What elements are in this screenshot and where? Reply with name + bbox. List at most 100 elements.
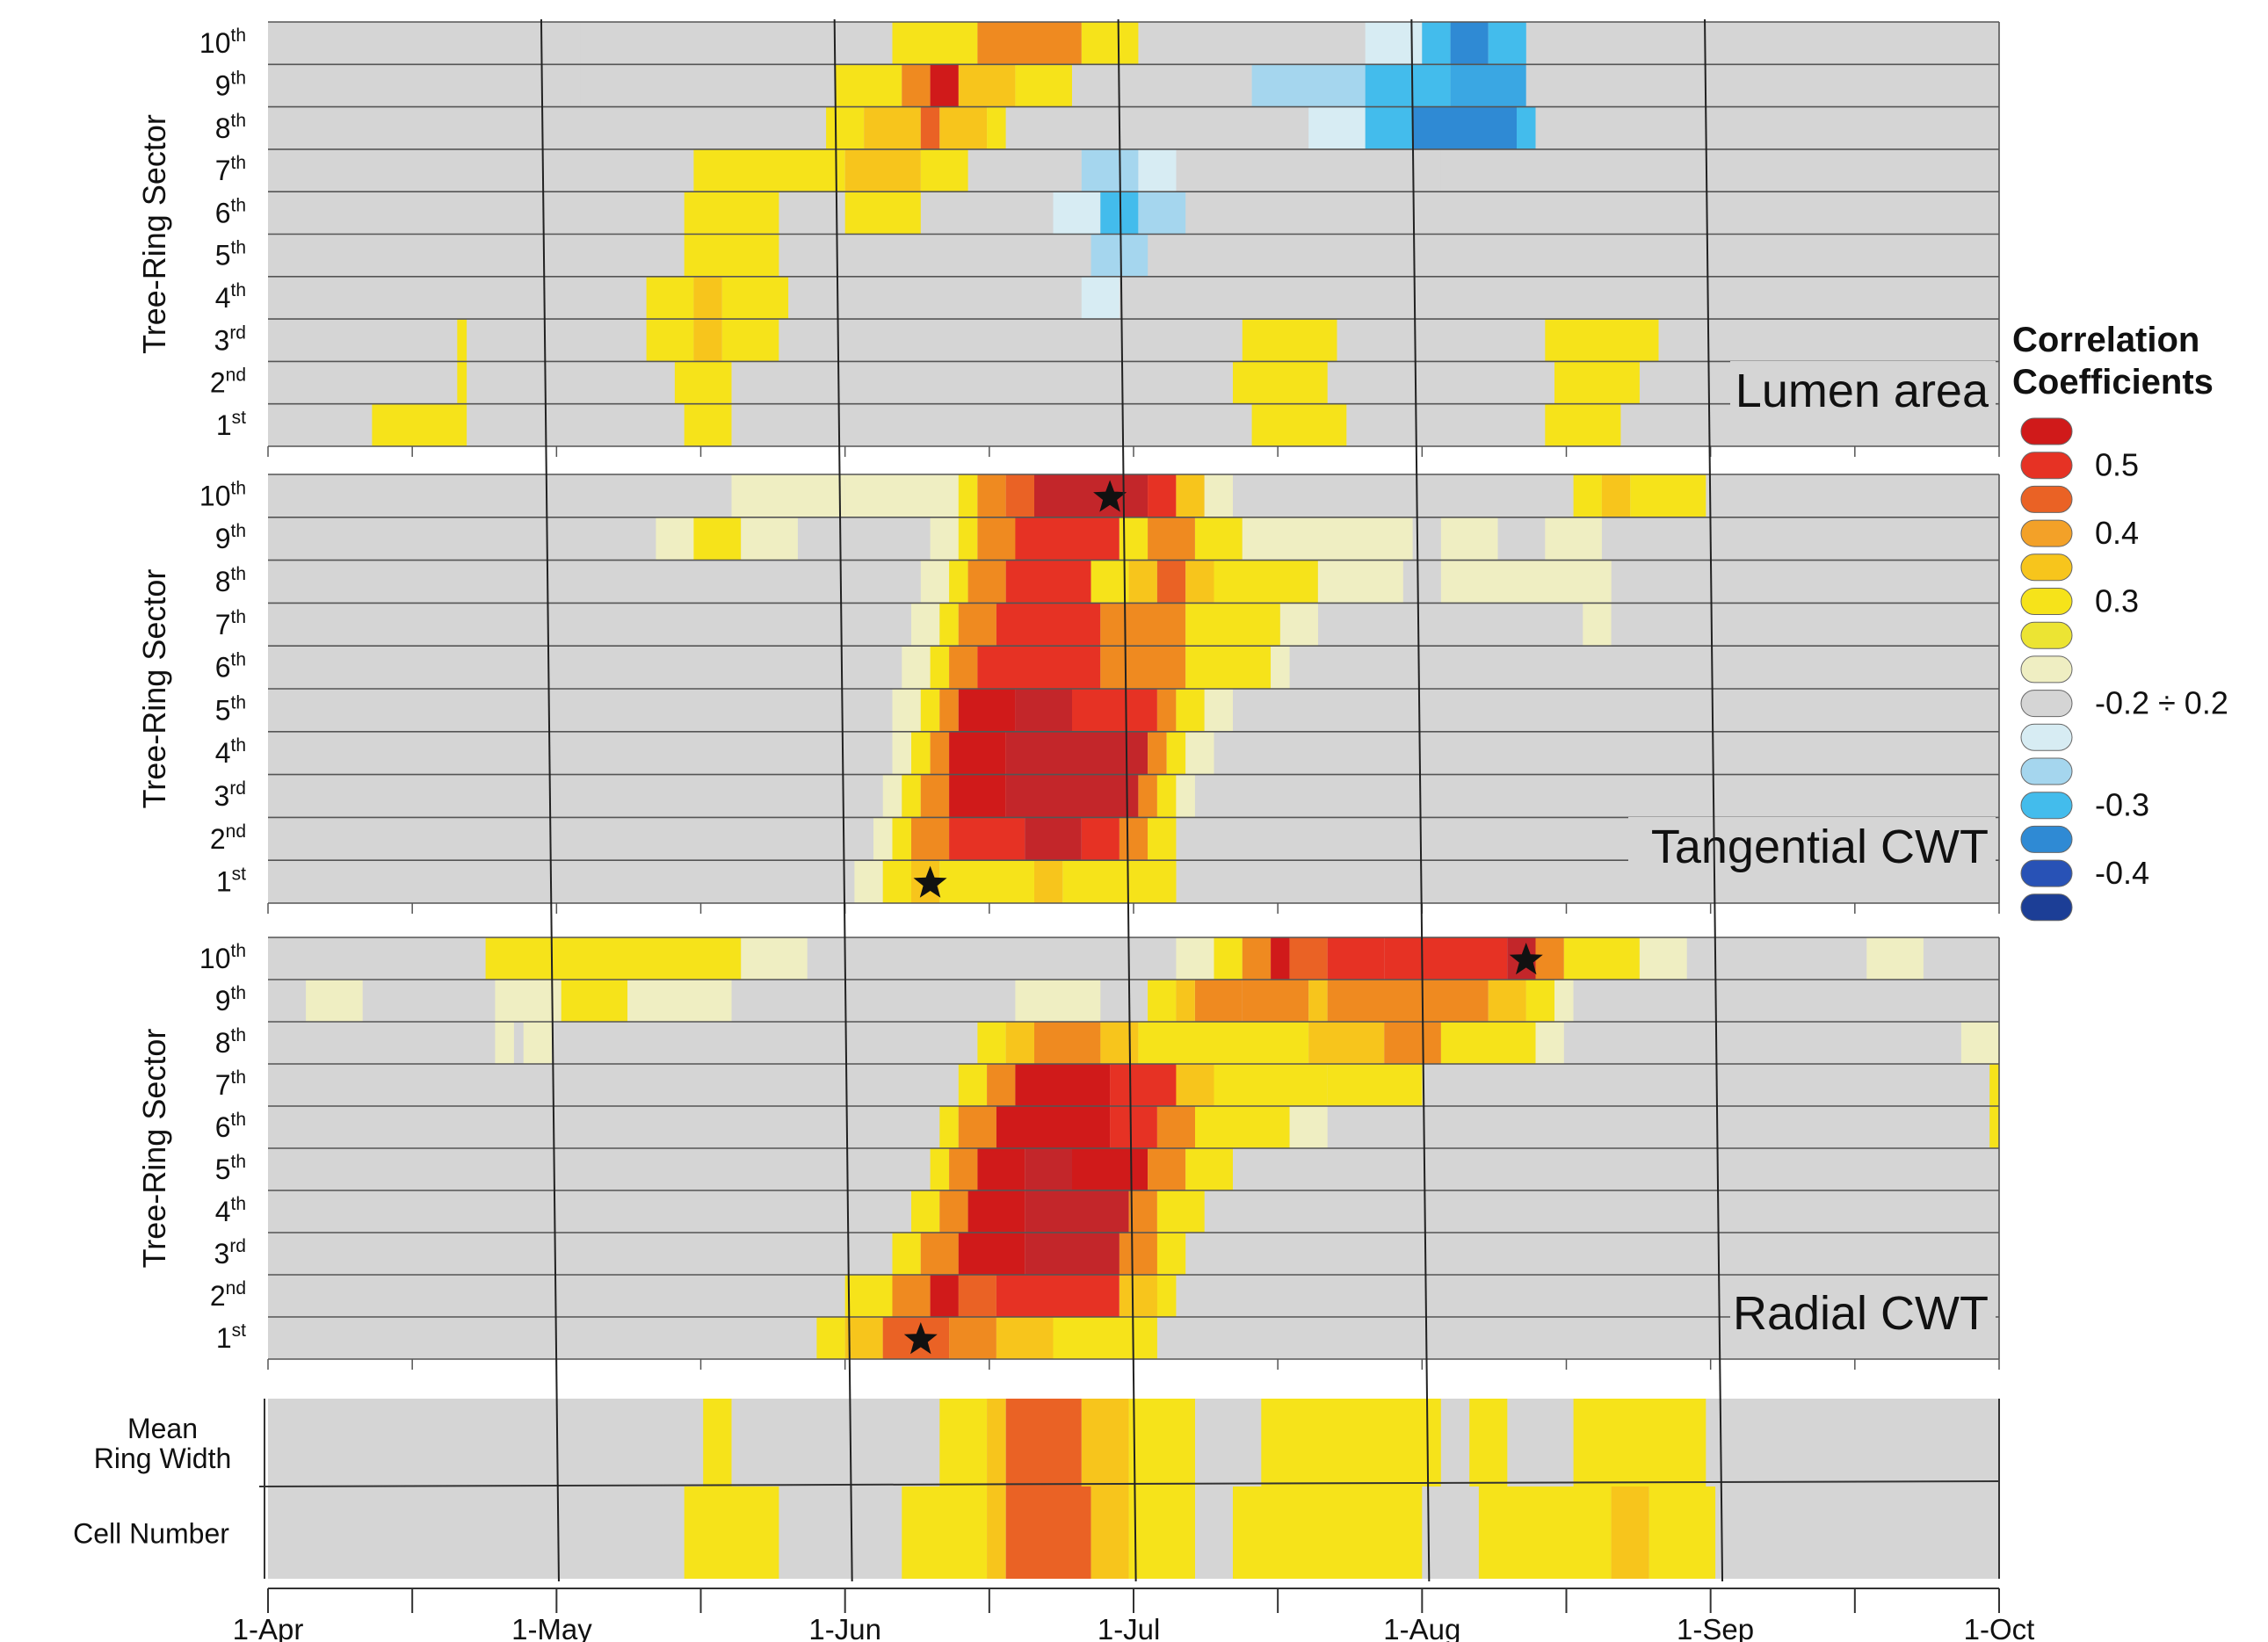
sector-tick-label: 4th: [215, 1194, 246, 1227]
heat-cell: [306, 980, 363, 1022]
heat-cell: [987, 106, 1006, 149]
month-boundary-lines: [540, 18, 1724, 1582]
legend-swatch: [2020, 757, 2073, 785]
heat-cell: [646, 276, 694, 320]
heat-cell: [1176, 1064, 1214, 1106]
heat-cell: [826, 106, 865, 149]
heat-cell: [939, 1106, 959, 1148]
heat-cell: [1327, 1064, 1423, 1106]
heat-cell: [523, 1022, 552, 1064]
sector-tick-label: 3rd: [214, 322, 246, 356]
heat-cell: [1053, 192, 1101, 235]
panel-title-box: [1730, 1284, 1996, 1338]
heat-cell: [1214, 937, 1243, 980]
month-line: [1117, 18, 1137, 1582]
heat-cell: [967, 560, 1006, 604]
significance-star: [903, 1322, 938, 1355]
color-legend: Correlation Coefficients 0.5 0.4 0.3 -0.2 ÷ 0…: [2012, 321, 2228, 922]
heat-cell: [977, 1022, 1006, 1064]
heat-cell: [1242, 937, 1272, 980]
heat-cell: [958, 474, 978, 517]
heat-cell: [939, 860, 1034, 903]
heat-cell: [1583, 603, 1612, 647]
heat-cell: [1545, 517, 1602, 561]
heat-cell: [1450, 22, 1489, 65]
heat-cell: [1034, 474, 1148, 517]
heat-cell: [1365, 106, 1413, 149]
heat-cell: [1866, 106, 1915, 149]
heat-cell: [1317, 560, 1403, 604]
bottom-row-label: Cell Number: [73, 1518, 229, 1550]
sector-tick-label: 10th: [199, 25, 246, 59]
heat-cell: [892, 817, 911, 861]
heat-cell: [1384, 1022, 1441, 1064]
heat-cell: [684, 192, 779, 235]
heat-cell: [930, 646, 950, 689]
heat-cell: [1100, 192, 1139, 235]
legend-title: Correlation: [2012, 321, 2199, 359]
legend-swatch: [2020, 893, 2073, 922]
heat-cell: [741, 517, 798, 561]
x-tick-label: 1-Apr: [233, 1613, 304, 1642]
y-axis-label: Tree-Ring Sector: [136, 114, 172, 354]
heat-cell: [1289, 1106, 1328, 1148]
heat-cell: [693, 148, 845, 192]
heat-cell: [1185, 1148, 1233, 1190]
heat-cell: [1005, 1022, 1034, 1064]
heat-cell: [939, 1399, 988, 1486]
sector-tick-label: 4th: [215, 280, 246, 314]
heat-cell: [1034, 774, 1073, 818]
heat-cell: [1138, 1022, 1309, 1064]
heat-cell: [693, 517, 742, 561]
heat-cell: [1025, 1190, 1054, 1233]
heat-cell: [892, 731, 911, 775]
heat-cell: [1611, 1486, 1649, 1579]
heat-cell: [1119, 817, 1148, 861]
sector-tick-label: 7th: [215, 153, 246, 186]
heat-cell: [920, 148, 968, 192]
heat-cell: [1025, 817, 1082, 861]
sector-tick-label: 1st: [216, 1320, 246, 1354]
heat-cell: [1214, 64, 1252, 107]
sector-tick-label: 9th: [215, 68, 246, 101]
heat-cell: [882, 774, 902, 818]
sector-tick-label: 5th: [215, 692, 246, 726]
heat-cell: [1034, 731, 1073, 775]
heat-cell: [967, 1190, 1025, 1233]
heat-cell: [987, 1064, 1016, 1106]
heat-cell: [1025, 1148, 1072, 1190]
legend-title: Coefficients: [2012, 363, 2214, 401]
heat-cell: [844, 148, 921, 192]
heat-cell: [1866, 937, 1924, 980]
heat-cell: [920, 106, 940, 149]
heat-cell: [457, 319, 467, 362]
heat-cell: [1091, 1486, 1129, 1579]
heat-cell: [1960, 1022, 1999, 1064]
heat-cell: [1488, 980, 1526, 1022]
heat-cell: [693, 276, 722, 320]
heat-cell: [646, 319, 694, 362]
heat-cell: [977, 474, 1006, 517]
legend-swatch: [2020, 485, 2073, 513]
heat-cell: [1185, 560, 1214, 604]
x-tick-label: 1-Jul: [1098, 1613, 1161, 1642]
heat-cell: [1271, 937, 1290, 980]
heat-cell: [911, 603, 940, 647]
heat-cell: [1279, 603, 1318, 647]
heat-cell: [693, 319, 722, 362]
heat-cell: [996, 1317, 1054, 1359]
heat-cell: [1176, 689, 1205, 732]
heat-cell: [958, 1233, 1025, 1275]
sector-tick-label: 1st: [216, 864, 246, 898]
x-tick-label: 1-Jun: [808, 1613, 881, 1642]
x-tick-label: 1-Oct: [1964, 1613, 2035, 1642]
sector-tick-label: 5th: [215, 1152, 246, 1185]
legend-swatch: [2020, 621, 2073, 649]
heat-cell: [1034, 860, 1063, 903]
sector-tick-label: 8th: [215, 564, 246, 597]
heat-cell: [844, 192, 921, 235]
heat-cell: [1308, 1022, 1385, 1064]
heat-cell: [1394, 148, 1441, 192]
heat-cell: [949, 1148, 978, 1190]
heat-cell: [864, 106, 921, 149]
